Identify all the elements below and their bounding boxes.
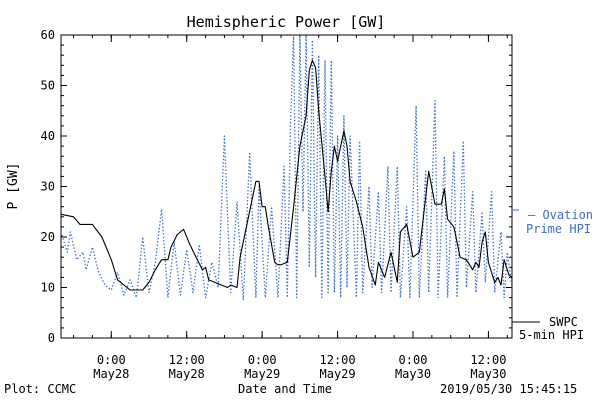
x-tick-date-label: May28 [169, 367, 205, 381]
x-axis-label: Date and Time [238, 382, 332, 396]
x-tick-date-label: May30 [395, 367, 431, 381]
chart-title: Hemispheric Power [GW] [187, 13, 386, 31]
ovation-legend-label-2: Prime HPI [526, 222, 591, 236]
y-tick-label: 40 [41, 129, 55, 143]
y-tick-label: 60 [41, 28, 55, 42]
ovation-legend-label: – Ovation [528, 208, 593, 222]
swpc-legend-label: SWPC [549, 315, 578, 329]
ovation-prime-hpi-line [60, 34, 513, 301]
y-tick-label: 30 [41, 180, 55, 194]
x-tick-date-label: May29 [320, 367, 356, 381]
x-tick-time-label: 12:00 [169, 353, 205, 367]
plot-frame [60, 34, 513, 339]
plot-credit: Plot: CCMC [4, 382, 77, 396]
x-tick-date-label: May29 [244, 367, 280, 381]
x-tick-time-label: 0:00 [399, 353, 428, 367]
x-tick-date-label: May28 [93, 367, 129, 381]
swpc-legend-label-2: 5-min HPI [519, 328, 584, 342]
y-tick-label: 20 [41, 230, 55, 244]
plot-timestamp: 2019/05/30 15:45:15 [440, 382, 578, 396]
y-tick-label: 0 [48, 331, 55, 345]
y-axis-label: P [GW] [6, 163, 21, 210]
swpc-hpi-line [60, 59, 513, 291]
x-tick-time-label: 0:00 [97, 353, 126, 367]
x-tick-time-label: 0:00 [248, 353, 277, 367]
y-tick-label: 10 [41, 281, 55, 295]
y-tick-label: 50 [41, 79, 55, 93]
x-tick-time-label: 12:00 [470, 353, 506, 367]
x-tick-time-label: 12:00 [320, 353, 356, 367]
x-tick-date-label: May30 [470, 367, 506, 381]
